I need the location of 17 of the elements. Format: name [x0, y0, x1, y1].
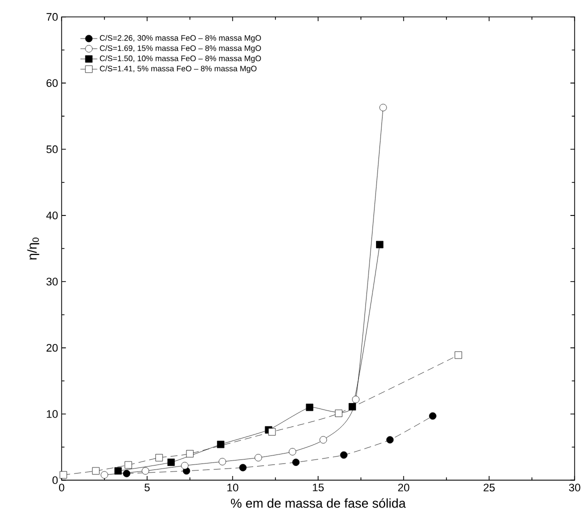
y-tick-label: 70 [46, 13, 58, 21]
y-tick-label: 0 [52, 476, 58, 484]
y-axis-title: η/η$_{0}$ [27, 238, 40, 260]
x-tick-label: 15 [312, 484, 324, 492]
x-tick-label: 20 [398, 484, 410, 492]
x-tick-label: 0 [59, 484, 64, 492]
y-tick-label: 30 [46, 278, 58, 286]
x-tick-label: 25 [484, 484, 495, 492]
y-tick-label: 20 [46, 344, 58, 352]
x-tick-label: 10 [227, 484, 238, 492]
x-axis-title: % em de massa de fase sólida [230, 498, 406, 508]
y-tick-label: 10 [46, 410, 58, 418]
x-tick-label: 5 [144, 484, 150, 492]
y-tick-label: 60 [46, 79, 58, 87]
x-tick-label: 30 [569, 484, 580, 492]
y-tick-label: 50 [46, 145, 58, 154]
y-tick-label: 40 [46, 212, 58, 220]
